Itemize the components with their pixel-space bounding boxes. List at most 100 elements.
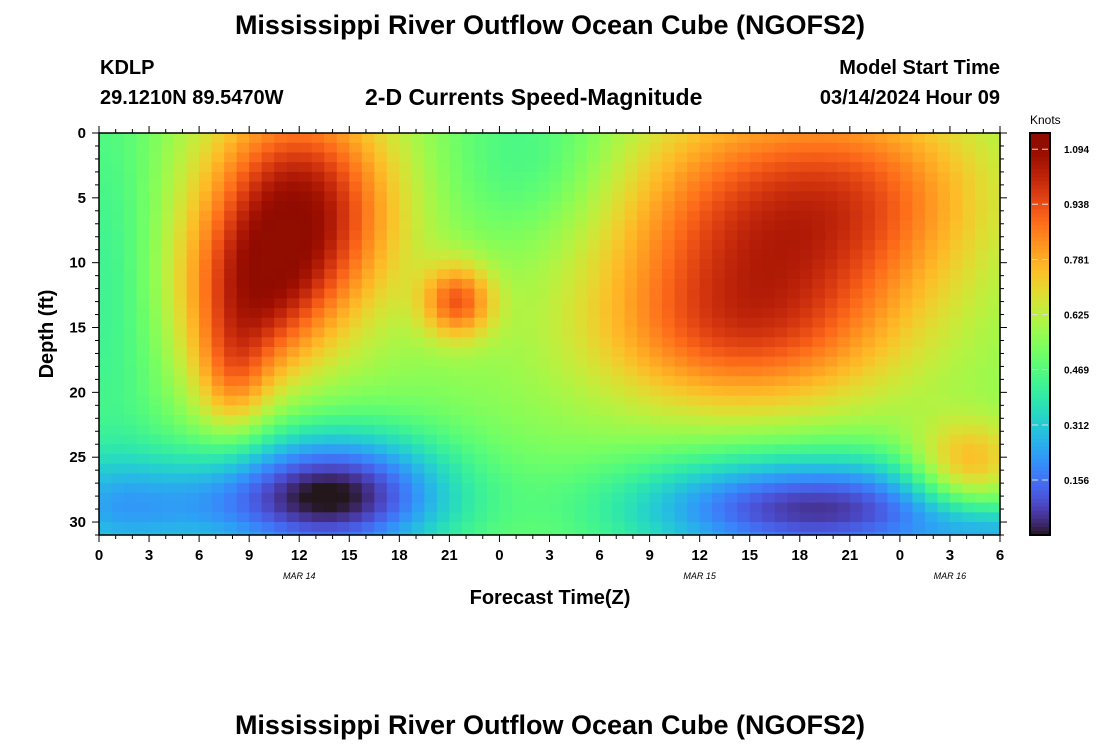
heatmap-cell [349, 434, 363, 445]
heatmap-cell [874, 142, 888, 154]
heatmap-cell [574, 278, 588, 290]
heatmap-cell [812, 142, 826, 154]
heatmap-cell [436, 385, 450, 397]
heatmap-cell [687, 133, 701, 144]
heatmap-cell [99, 191, 113, 202]
heatmap-cell [974, 434, 989, 445]
heatmap-cell [524, 152, 538, 163]
heatmap-cell [349, 366, 363, 377]
heatmap-cell [699, 376, 713, 387]
heatmap-cell [311, 366, 325, 377]
heatmap-cell [724, 434, 738, 445]
heatmap-cell [124, 171, 138, 183]
heatmap-cell [887, 415, 901, 426]
heatmap-cell [361, 522, 375, 533]
heatmap-cell [274, 288, 288, 299]
heatmap-cell [399, 405, 413, 416]
heatmap-cell [837, 376, 851, 387]
heatmap-cell [812, 356, 826, 368]
heatmap-cell [449, 405, 463, 416]
heatmap-cell [386, 483, 400, 494]
heatmap-cell [99, 337, 113, 348]
heatmap-cell [662, 249, 676, 261]
heatmap-cell [574, 133, 588, 144]
heatmap-cell [924, 512, 939, 523]
heatmap-cell [286, 366, 300, 377]
heatmap-cell [261, 453, 275, 465]
heatmap-cell [299, 327, 313, 338]
heatmap-cell [962, 473, 976, 484]
heatmap-cell [411, 424, 425, 436]
heatmap-cell [562, 346, 576, 358]
x-tick-label: 15 [741, 547, 758, 564]
heatmap-cell [624, 191, 638, 202]
heatmap-cell [737, 453, 751, 465]
heatmap-cell [887, 356, 901, 368]
heatmap-cell [461, 346, 476, 358]
heatmap-cell [599, 405, 613, 416]
heatmap-cell [649, 376, 663, 387]
heatmap-cell [374, 453, 388, 465]
heatmap-cell [374, 434, 388, 445]
heatmap-cell [749, 492, 763, 504]
heatmap-cell [199, 201, 213, 212]
heatmap-cell [411, 133, 425, 144]
heatmap-cell [949, 249, 964, 261]
y-tick-label: 30 [69, 514, 86, 531]
heatmap-cell [461, 366, 476, 377]
heatmap-cell [111, 483, 125, 494]
heatmap-cell [649, 483, 663, 494]
heatmap-cell [311, 453, 325, 465]
heatmap-cell [536, 239, 551, 251]
heatmap-cell [436, 415, 450, 426]
heatmap-cell [987, 288, 1001, 299]
heatmap-cell [474, 444, 488, 455]
heatmap-cell [486, 366, 501, 377]
heatmap-cell [762, 191, 776, 202]
heatmap-cell [987, 298, 1001, 309]
heatmap-cell [849, 376, 863, 387]
heatmap-cell [299, 171, 313, 183]
heatmap-cell [762, 269, 776, 280]
heatmap-cell [274, 512, 288, 523]
heatmap-cell [324, 434, 338, 445]
heatmap-cell [612, 405, 626, 416]
heatmap-cell [774, 376, 788, 387]
heatmap-cell [136, 444, 150, 455]
heatmap-cell [149, 366, 163, 377]
heatmap-cell [311, 405, 325, 416]
heatmap-cell [624, 269, 638, 280]
heatmap-cell [361, 327, 375, 338]
heatmap-cell [812, 308, 826, 319]
heatmap-cell [562, 356, 576, 368]
heatmap-cell [674, 366, 688, 377]
chart-subtitle: 2-D Currents Speed-Magnitude [365, 84, 703, 110]
heatmap-cell [787, 269, 801, 280]
heatmap-cell [349, 191, 363, 202]
heatmap-cell [474, 239, 488, 251]
heatmap-cell [662, 230, 676, 241]
heatmap-cell [224, 239, 238, 251]
heatmap-cell [712, 356, 726, 368]
heatmap-cell [649, 317, 663, 329]
heatmap-cell [111, 239, 125, 251]
heatmap-cell [161, 376, 175, 387]
heatmap-cell [699, 317, 713, 329]
heatmap-cell [99, 171, 113, 183]
heatmap-cell [774, 269, 788, 280]
heatmap-cell [499, 230, 513, 241]
heatmap-cell [461, 142, 476, 154]
heatmap-cell [974, 512, 989, 523]
colorbar-segment [1030, 358, 1050, 363]
heatmap-cell [111, 327, 125, 338]
heatmap-cell [549, 522, 563, 533]
heatmap-cell [461, 298, 476, 309]
heatmap-cell [174, 239, 188, 251]
heatmap-cell [199, 249, 213, 261]
heatmap-cell [299, 191, 313, 202]
heatmap-cell [562, 385, 576, 397]
colorbar-gradient [1030, 133, 1050, 536]
heatmap-cell [299, 512, 313, 523]
heatmap-cell [949, 346, 964, 358]
heatmap-cell [612, 463, 626, 475]
